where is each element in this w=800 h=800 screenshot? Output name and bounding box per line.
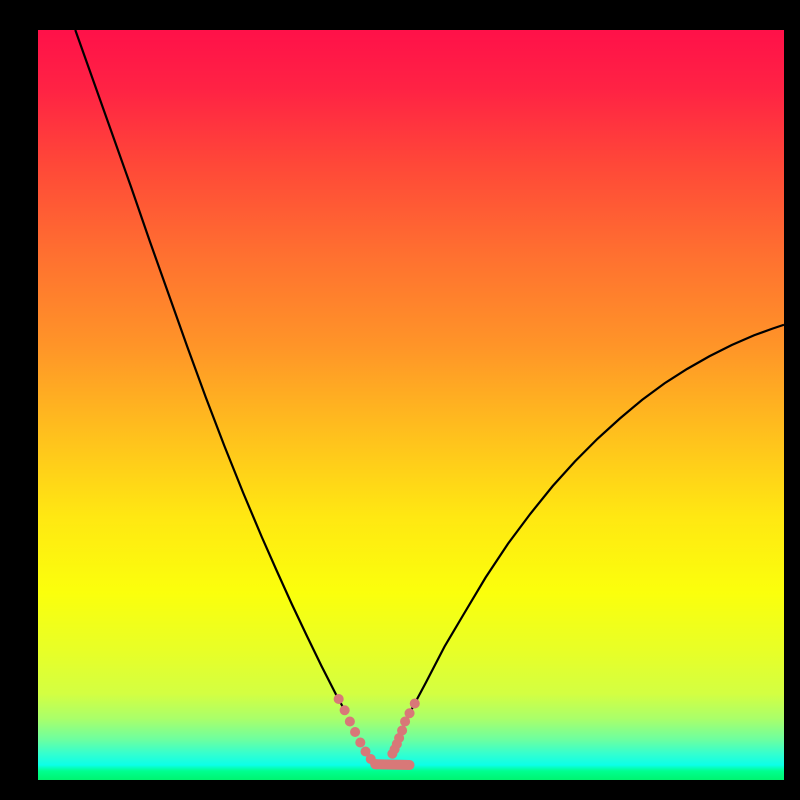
frame-right <box>784 0 800 800</box>
chart-svg <box>38 30 784 780</box>
frame-bottom <box>0 780 800 800</box>
plot-area <box>38 30 784 780</box>
frame-left <box>0 0 38 800</box>
gradient-bg <box>38 30 784 780</box>
valley-floor-marker <box>375 764 409 765</box>
frame-top <box>0 0 800 30</box>
